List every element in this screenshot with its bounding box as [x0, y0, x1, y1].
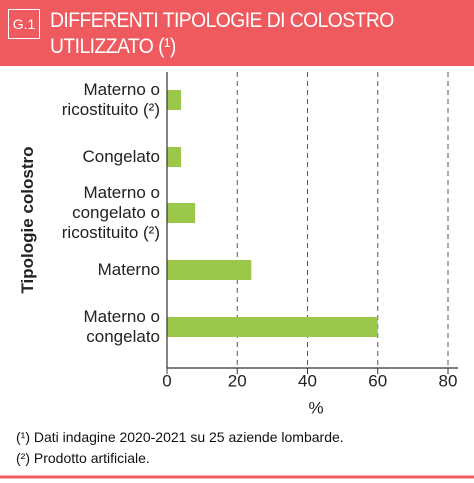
bar	[167, 317, 378, 337]
y-tick-label: Materno o ricostituito (²)	[61, 80, 160, 119]
x-tick-label: 0	[162, 371, 171, 390]
chart-title: DIFFERENTI TIPOLOGIE DI COLOSTRO UTILIZZ…	[50, 9, 394, 58]
bar	[167, 203, 196, 223]
bar	[167, 90, 182, 110]
y-tick-label: Materno o congelato o ricostituito (²)	[61, 183, 160, 242]
y-tick-label: Materno	[97, 260, 160, 279]
x-tick-label: 60	[368, 371, 387, 390]
bar	[167, 147, 182, 167]
y-tick-label: Materno o congelato	[83, 307, 160, 346]
footnote: (¹) Dati indagine 2020-2021 su 25 aziend…	[16, 429, 344, 445]
header: G.1 DIFFERENTI TIPOLOGIE DI COLOSTRO UTI…	[0, 0, 474, 66]
badge: G.1	[8, 9, 40, 39]
footnote: (²) Prodotto artificiale.	[16, 450, 150, 466]
x-tick-label: 40	[298, 371, 317, 390]
x-tick-label: 80	[439, 371, 458, 390]
y-tick-label: Congelato	[82, 147, 160, 166]
x-axis-title: %	[308, 398, 323, 417]
bar	[167, 260, 252, 280]
x-tick-label: 20	[228, 371, 247, 390]
